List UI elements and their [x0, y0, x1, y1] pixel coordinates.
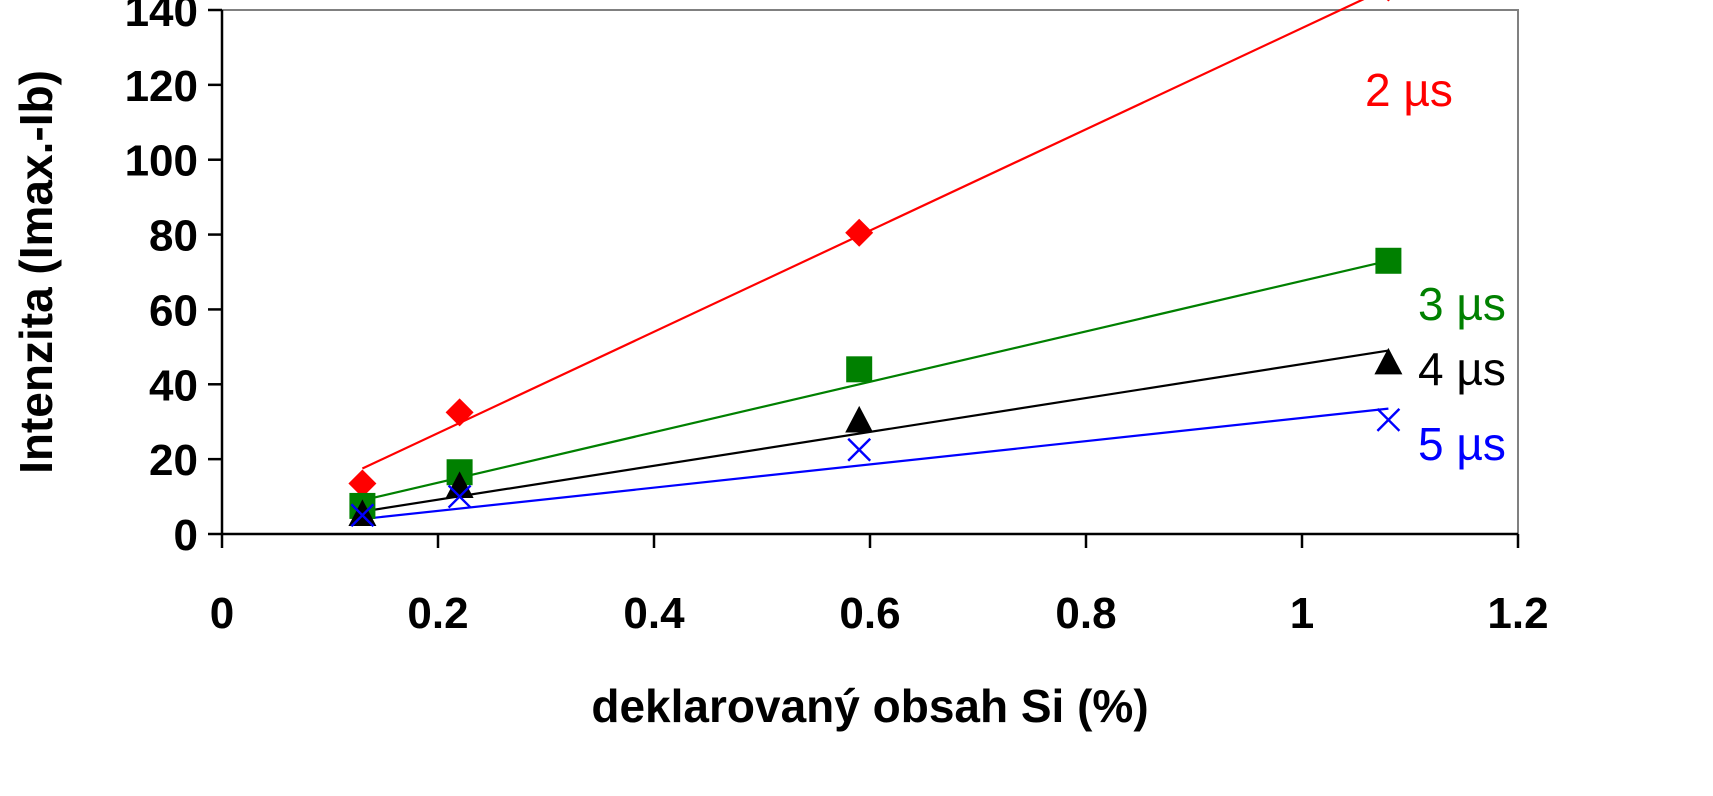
- plot-frame: [220, 9, 1519, 536]
- data-point-triangle: [445, 471, 474, 498]
- series-label: 2 µs: [1365, 64, 1453, 116]
- data-point-x: [1376, 407, 1401, 432]
- data-point-x: [847, 437, 872, 462]
- data-point-x: [447, 484, 472, 509]
- y-tick-label: 20: [149, 436, 198, 485]
- fit-line: [361, 0, 1365, 470]
- y-tick-label: 60: [149, 286, 198, 335]
- series-labels: 2 µs 3 µs 4 µs 5 µs: [1365, 64, 1506, 470]
- x-tick-label: 1: [1290, 589, 1314, 638]
- data-point-triangle: [1374, 347, 1403, 375]
- fit-line: [362, 259, 1389, 502]
- y-tick-label: 120: [125, 62, 198, 111]
- data-point-square: [846, 356, 873, 383]
- x-axis-title: deklarovaný obsah Si (%): [591, 680, 1148, 732]
- data-point-diamond: [348, 469, 377, 498]
- data-point-diamond: [445, 398, 474, 427]
- series-label: 3 µs: [1418, 278, 1506, 330]
- y-tick-label: 40: [149, 361, 198, 410]
- data-point-x: [350, 503, 375, 528]
- x-axis-ticks: 0 0.2 0.4 0.6 0.8 1 1.2: [210, 534, 1549, 638]
- x-tick-label: 0.6: [839, 589, 900, 638]
- y-tick-label: 0: [174, 511, 198, 560]
- data-point-diamond: [845, 218, 874, 247]
- x-tick-label: 1.2: [1487, 589, 1548, 638]
- data-markers: [348, 0, 1403, 528]
- y-tick-label: 140: [125, 0, 198, 36]
- y-axis-title: Intenzita (Imax.-Ib): [10, 70, 62, 474]
- data-point-triangle: [845, 405, 874, 433]
- plot-area-border: [221, 9, 1519, 535]
- x-tick-label: 0.2: [407, 589, 468, 638]
- fit-line: [362, 349, 1389, 513]
- data-point-triangle: [348, 499, 377, 527]
- fit-line: [362, 407, 1389, 521]
- x-tick-label: 0.8: [1055, 589, 1116, 638]
- y-tick-label: 80: [149, 212, 198, 261]
- data-point-square: [1375, 247, 1402, 274]
- fit-lines: [361, 0, 1389, 521]
- y-tick-label: 100: [125, 137, 198, 186]
- series-label: 5 µs: [1418, 418, 1506, 470]
- data-point-diamond: [1386, 0, 1390, 2]
- series-label: 4 µs: [1418, 343, 1506, 395]
- y-axis-ticks: 0 20 40 60 80 100 120 140: [125, 0, 222, 560]
- x-tick-label: 0.4: [623, 589, 685, 638]
- x-tick-label: 0: [210, 589, 234, 638]
